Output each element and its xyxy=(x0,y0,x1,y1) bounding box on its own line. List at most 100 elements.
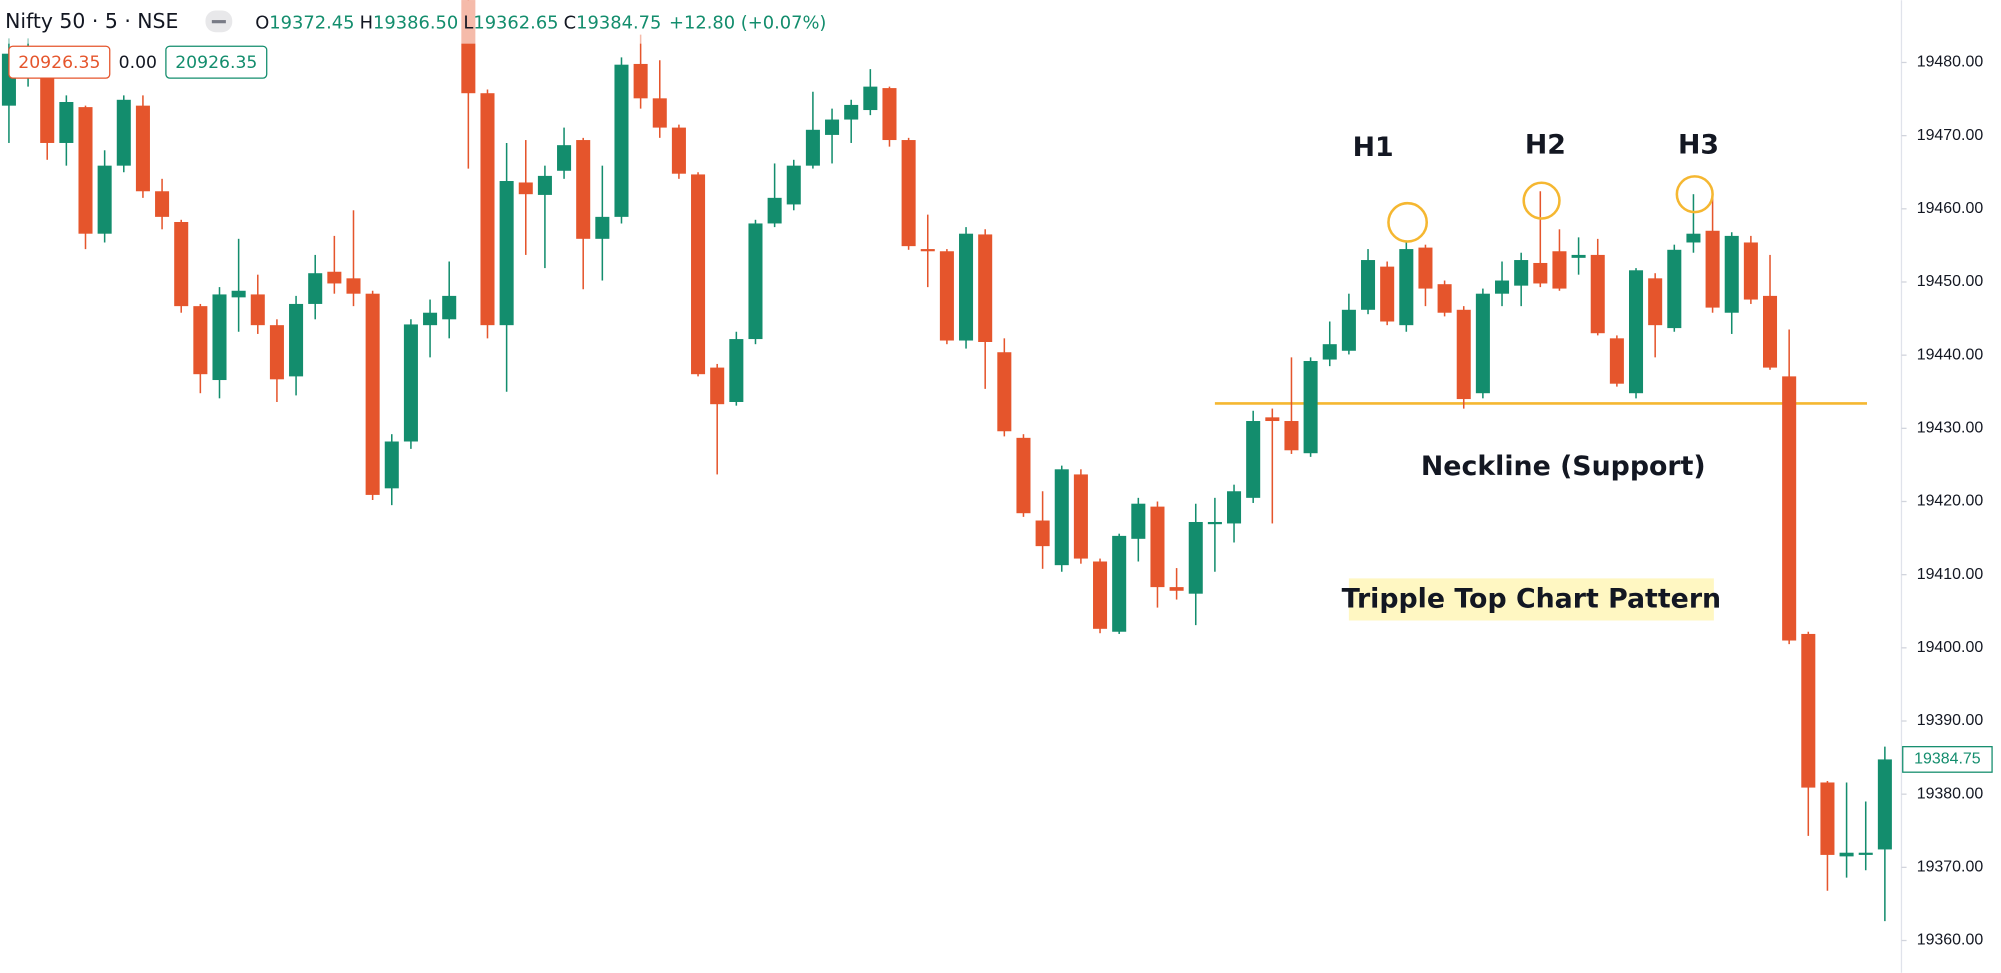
candle-body xyxy=(365,293,380,495)
candle xyxy=(97,150,112,243)
candle-body xyxy=(1418,247,1433,289)
candle-body xyxy=(595,216,610,239)
peak-label: H3 xyxy=(1678,129,1719,160)
candle xyxy=(595,165,610,281)
peak-label: H1 xyxy=(1353,132,1394,163)
candle xyxy=(423,299,438,358)
candle xyxy=(365,290,380,501)
candle xyxy=(1667,244,1682,332)
price-axis: 19360.00 19370.00 19380.00 19390.00 19400.00… xyxy=(1901,54,1993,949)
candle xyxy=(1284,357,1299,454)
candle xyxy=(1035,491,1050,569)
candle-body xyxy=(97,165,112,234)
candle xyxy=(633,34,648,109)
candle xyxy=(901,137,916,250)
candle-body xyxy=(691,174,706,375)
last-price-box xyxy=(1902,746,1993,773)
candle xyxy=(403,319,418,449)
candle xyxy=(1093,558,1108,634)
candle xyxy=(805,91,820,169)
candle-body xyxy=(403,324,418,442)
candle-body xyxy=(729,339,744,402)
candle-body xyxy=(135,105,150,192)
candle xyxy=(786,159,801,211)
candle xyxy=(289,295,304,396)
peak-circle xyxy=(1522,181,1561,220)
candle xyxy=(882,86,897,147)
candle xyxy=(1150,501,1165,608)
candle-body xyxy=(1456,309,1471,400)
ohlc-value: 19386.50 xyxy=(373,12,458,33)
candle xyxy=(537,165,552,269)
candle-body xyxy=(1686,233,1701,243)
candle-body xyxy=(193,306,208,375)
price-box[interactable] xyxy=(8,45,111,79)
candle-body xyxy=(231,290,246,298)
candle xyxy=(1533,191,1548,288)
candle-body xyxy=(116,99,131,166)
candle xyxy=(1399,242,1414,332)
y-tick-label: 19440.00 xyxy=(1917,346,1984,363)
candle xyxy=(1629,268,1644,399)
price-box-text: 20926.35 xyxy=(175,53,257,73)
plot-area xyxy=(1,0,1892,922)
candle-body xyxy=(308,273,323,304)
symbol[interactable]: Nifty 50 · 5 · NSE xyxy=(5,9,178,33)
ohlc-value: 19362.65 xyxy=(473,12,558,33)
candle-body xyxy=(710,367,725,405)
price-box-text: 20926.35 xyxy=(18,53,100,73)
candle-body xyxy=(1380,266,1395,322)
candle xyxy=(748,219,763,345)
ohlc-key: L xyxy=(463,12,473,33)
candle-body xyxy=(423,312,438,326)
candle-body xyxy=(1131,503,1146,539)
candle xyxy=(729,331,744,406)
candle xyxy=(499,142,514,392)
ohlc-legend: O19372.45 H19386.50 L19362.65 C19384.75 +12.… xyxy=(255,12,826,33)
candle-body xyxy=(1571,254,1586,258)
candle-body xyxy=(1341,309,1356,351)
candle-body xyxy=(212,294,227,381)
candle-body xyxy=(1227,491,1242,524)
candle xyxy=(250,274,265,334)
candle xyxy=(1724,232,1739,334)
candle xyxy=(1016,434,1031,517)
candle xyxy=(1571,237,1586,275)
candle-body xyxy=(1303,361,1318,454)
candle xyxy=(1073,469,1088,564)
candle xyxy=(1380,261,1395,326)
candle-body xyxy=(480,93,495,326)
candle xyxy=(1131,497,1146,562)
candle-body xyxy=(1035,520,1050,547)
candle-body xyxy=(786,165,801,205)
price-box[interactable] xyxy=(165,45,268,79)
candle xyxy=(671,124,686,179)
candle xyxy=(767,163,782,228)
y-tick-label: 19420.00 xyxy=(1917,493,1984,510)
candle-body xyxy=(1858,852,1873,855)
ohlc-values: O19372.45 H19386.50 L19362.65 C19384.75 +12.… xyxy=(255,12,826,33)
candle-body xyxy=(1188,521,1203,594)
candle-body xyxy=(1552,251,1567,289)
ohlc-value: 19384.75 xyxy=(576,12,661,33)
candle xyxy=(346,210,361,307)
candle xyxy=(174,219,189,313)
candle-body xyxy=(289,303,304,377)
candle xyxy=(1188,503,1203,626)
candle-body xyxy=(155,191,170,217)
candle xyxy=(1686,194,1701,253)
candle xyxy=(557,127,572,179)
candle xyxy=(1169,568,1184,600)
candle xyxy=(1514,252,1529,307)
candle-body xyxy=(1762,295,1778,368)
candle-body xyxy=(576,140,591,239)
candle-body xyxy=(614,64,629,217)
change: +12.80 (+0.07%) xyxy=(669,12,826,33)
peak-circle xyxy=(1675,175,1714,214)
candle-body xyxy=(767,197,782,224)
y-tick-label: 19370.00 xyxy=(1917,859,1984,876)
candle-body xyxy=(1112,535,1127,632)
candle-body xyxy=(1820,782,1835,855)
candle-body xyxy=(442,295,457,320)
candle xyxy=(691,172,706,377)
